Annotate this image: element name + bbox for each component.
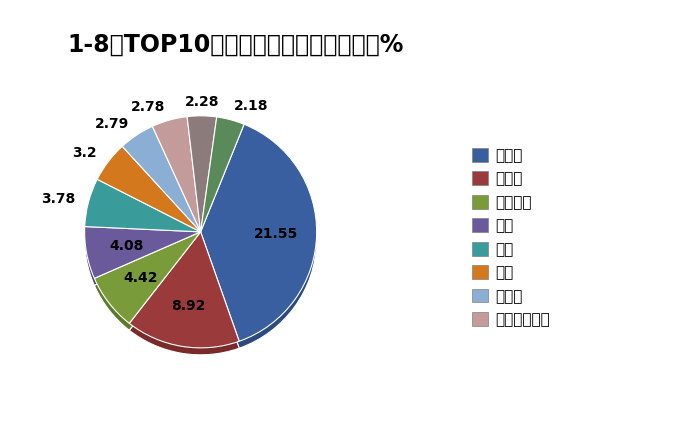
Text: 4.08: 4.08 bbox=[109, 239, 144, 253]
Text: 2.78: 2.78 bbox=[132, 100, 166, 114]
Wedge shape bbox=[85, 233, 201, 285]
Text: 21.55: 21.55 bbox=[254, 227, 298, 241]
Wedge shape bbox=[201, 124, 244, 239]
Wedge shape bbox=[130, 239, 239, 355]
Wedge shape bbox=[94, 232, 201, 323]
Title: 1-8月TOP10出口国累计占据的市场份额%: 1-8月TOP10出口国累计占据的市场份额% bbox=[67, 32, 404, 57]
Wedge shape bbox=[85, 186, 201, 239]
Wedge shape bbox=[201, 124, 316, 341]
Legend: 俄罗斯, 墨西哥, 澳大利亚, 智利, 越南, 沙特, 菲律宾, 乌兹别克斯坦: 俄罗斯, 墨西哥, 澳大利亚, 智利, 越南, 沙特, 菲律宾, 乌兹别克斯坦 bbox=[473, 148, 550, 327]
Text: 3.78: 3.78 bbox=[41, 192, 75, 206]
Wedge shape bbox=[201, 131, 316, 348]
Wedge shape bbox=[122, 133, 201, 239]
Wedge shape bbox=[97, 146, 201, 232]
Wedge shape bbox=[153, 117, 201, 232]
Wedge shape bbox=[187, 116, 217, 232]
Wedge shape bbox=[97, 153, 201, 239]
Wedge shape bbox=[187, 123, 217, 239]
Wedge shape bbox=[85, 227, 201, 278]
Text: 2.79: 2.79 bbox=[94, 117, 129, 130]
Wedge shape bbox=[94, 239, 201, 330]
Wedge shape bbox=[130, 232, 239, 348]
Wedge shape bbox=[85, 179, 201, 232]
Text: 8.92: 8.92 bbox=[172, 299, 206, 313]
Wedge shape bbox=[153, 124, 201, 239]
Text: 3.2: 3.2 bbox=[73, 146, 97, 160]
Text: 4.42: 4.42 bbox=[124, 271, 158, 285]
Wedge shape bbox=[201, 117, 244, 232]
Text: 2.18: 2.18 bbox=[234, 99, 269, 113]
Text: 2.28: 2.28 bbox=[185, 95, 219, 109]
Wedge shape bbox=[122, 127, 201, 232]
